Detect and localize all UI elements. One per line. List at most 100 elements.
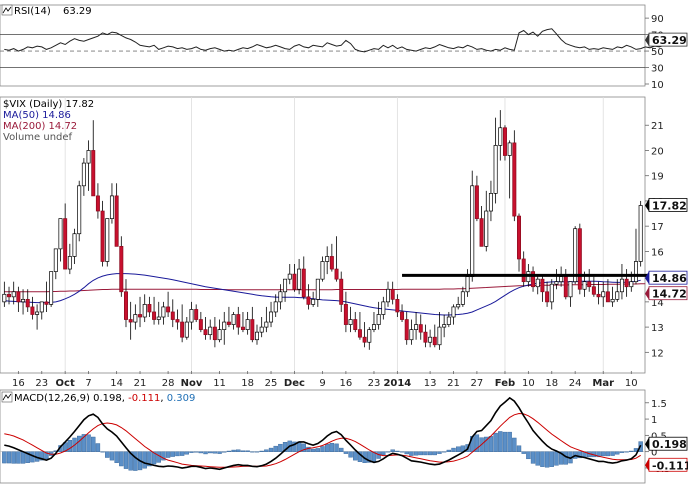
macd-histogram-bar [123,451,129,469]
macd-histogram-bar [413,451,419,456]
candlestick [638,200,643,267]
macd-histogram-bar [624,451,629,453]
rsi-y-tick-label: 50 [651,47,664,58]
line-icon [2,6,12,14]
candlestick [105,218,110,267]
candlestick [301,256,306,300]
candlestick [376,301,381,330]
candlestick [11,281,16,305]
macd-y-tick-label: 0 [651,448,657,459]
macd-histogram-bar [455,446,461,452]
macd-histogram-bar [577,451,583,459]
candlestick [311,291,316,307]
candlestick [357,311,362,340]
macd-histogram-bar [549,451,554,467]
macd-histogram-bar [147,451,152,467]
price-legend-entry: Volume undef [3,132,73,143]
rsi-last-value-tag: 63.29 [645,32,688,47]
candle-body [30,306,35,315]
candlestick [568,281,573,307]
candlestick [545,281,550,307]
candle-body [35,311,40,315]
candlestick [133,304,138,330]
macd-histogram-bar [441,451,447,453]
candle-body [142,304,147,318]
macd-histogram-bar [558,451,564,465]
macd-value-tag-text: 0.198 [652,438,687,451]
macd-histogram-bar [11,451,16,464]
candlestick [400,304,405,323]
macd-histogram-bar [563,451,568,465]
candle-body [386,288,390,303]
candle-body [21,298,26,303]
macd-legend-separator: , [122,393,128,404]
macd-histogram-bar [353,451,358,461]
candle-body [128,319,133,323]
candlestick [212,317,217,348]
macd-histogram-bar [432,451,437,456]
macd-histogram-bar [329,442,335,452]
ma200-value-tag: 14.72 [645,286,688,301]
macd-histogram-bar [282,442,288,452]
rsi-last-value-tag-pointer [645,33,649,47]
candle-body [484,210,489,247]
macd-histogram-bar [292,441,297,452]
macd-histogram-bar [521,451,526,454]
macd-histogram-bar [236,449,241,452]
candlestick [507,140,512,199]
candlestick [100,200,105,267]
macd-histogram-bar [390,449,395,452]
candle-body [521,258,526,283]
macd-histogram-bar [404,451,409,455]
candle-body [470,185,475,277]
candlestick [297,258,302,295]
macd-histogram-bar [128,451,133,471]
macd-histogram-bar [114,451,119,463]
candlestick [222,311,227,345]
candlestick [119,236,124,297]
macd-histogram-bar [100,451,105,453]
candle-body [231,314,236,325]
candlestick [587,269,592,292]
candlestick [605,279,610,303]
candlestick [549,279,554,310]
price-legend-label: MA(50) [3,110,39,121]
candlestick [488,180,493,222]
candle-body [610,298,615,303]
candle-body [250,319,255,341]
candlestick [390,281,395,305]
macd-histogram-bar [507,431,512,452]
macd-histogram-bar [310,448,316,452]
x-tick-label: Feb [495,378,515,389]
candlestick [395,294,400,318]
candlestick [423,324,428,348]
candle-body [633,261,638,283]
macd-histogram-bar [222,451,227,453]
x-tick-label: 18 [241,378,254,389]
ma200-value-tag-text: 14.72 [652,288,687,301]
candle-body [109,195,114,219]
macd-histogram-bar [427,451,433,456]
macd-histogram-bar [193,451,199,453]
candlestick [255,324,259,345]
macd-histogram-bar [451,447,456,452]
macd-histogram-bar [179,451,185,456]
candle-body [460,291,465,305]
candle-body [147,304,152,313]
candle-body [269,311,274,323]
candle-body [591,286,596,295]
candlestick [283,278,288,302]
candle-body [362,336,367,343]
candle-body [432,336,437,346]
x-tick-label: 25 [265,378,278,389]
macd-histogram-bar [502,431,508,452]
candle-body [577,228,582,290]
candlestick [386,281,390,307]
macd-histogram-bar [95,443,101,452]
macd-histogram-bar [343,451,349,454]
macd-legend-label: MACD(12,26,9) [14,393,93,404]
candle-body [86,150,91,164]
macd-histogram-bar [86,434,91,452]
candle-body [554,281,559,285]
candle-body [170,311,175,320]
